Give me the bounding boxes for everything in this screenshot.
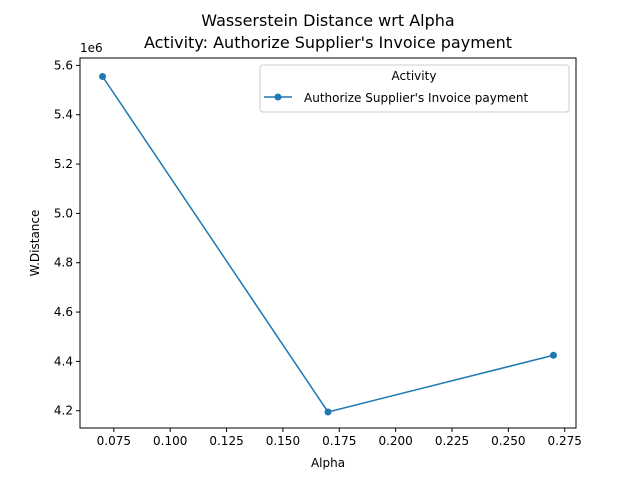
data-point (549, 351, 557, 359)
legend-series-marker (274, 93, 282, 101)
x-tick-label: 0.150 (266, 434, 300, 448)
y-tick-label: 5.6 (54, 58, 73, 72)
x-tick-label: 0.100 (153, 434, 187, 448)
chart-subtitle: Activity: Authorize Supplier's Invoice p… (144, 33, 512, 52)
y-tick-label: 4.6 (54, 305, 73, 319)
legend-title: Activity (392, 69, 437, 83)
y-tick-label: 4.2 (54, 404, 73, 418)
legend-box (259, 64, 570, 113)
x-tick-label: 0.075 (97, 434, 131, 448)
plot-area: 0.075 0.100 0.125 0.150 0.175 0.200 0.225 0.250… (54, 57, 582, 448)
y-axis-label: W.Distance (28, 210, 42, 277)
legend: Activity Authorize Supplier's Invoice pa… (259, 64, 570, 113)
x-tick-label: 0.250 (491, 434, 525, 448)
x-axis-label: Alpha (311, 456, 345, 470)
chart-title: Wasserstein Distance wrt Alpha (201, 11, 454, 30)
y-tick-label: 4.4 (54, 354, 73, 368)
y-axis-offset-label: 1e6 (80, 41, 103, 55)
y-tick-label: 4.8 (54, 256, 73, 270)
x-tick-label: 0.225 (435, 434, 469, 448)
x-tick-label: 0.200 (378, 434, 412, 448)
legend-series-label: Authorize Supplier's Invoice payment (304, 91, 529, 105)
series-line (101, 76, 554, 413)
axes-frame (79, 57, 577, 429)
data-point (99, 73, 107, 80)
y-tick-label: 5.0 (54, 206, 73, 220)
x-tick-label: 0.175 (322, 434, 356, 448)
x-tick-label: 0.125 (209, 434, 243, 448)
x-tick-label: 0.275 (548, 434, 582, 448)
y-tick-label: 5.2 (54, 157, 73, 171)
data-point (324, 408, 332, 416)
y-tick-label: 5.4 (54, 108, 73, 122)
